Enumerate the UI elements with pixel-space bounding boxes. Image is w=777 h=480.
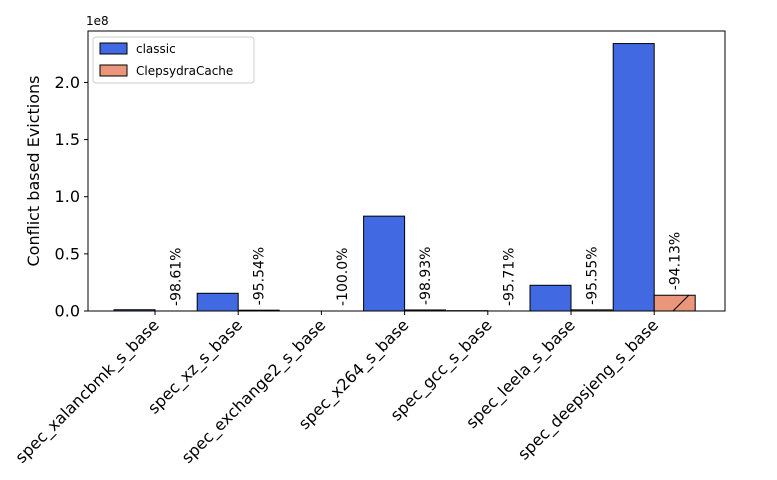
bar-classic-spec-xz-s-base bbox=[196, 292, 239, 312]
y-tick-label-1: 0.5 bbox=[55, 244, 80, 263]
legend-frame bbox=[92, 36, 255, 84]
y-tick-label-3: 1.5 bbox=[55, 130, 80, 149]
plot-frame bbox=[87, 30, 726, 312]
bars-group bbox=[113, 43, 696, 312]
annotations-group: -98.61% -95.54% -100.0% -98.93% -95.71% -95.5… bbox=[169, 232, 684, 306]
y-axis: 0.0 0.5 1.0 1.5 2.0 bbox=[55, 73, 88, 321]
x-tick-label-spec-exchange2-s-base: spec_exchange2_s_base bbox=[178, 315, 330, 467]
annotation-spec-xz-s-base: -95.54% bbox=[252, 247, 268, 305]
legend-label-classic: classic bbox=[136, 42, 176, 56]
y-tick-label-0: 0.0 bbox=[55, 302, 80, 321]
annotation-spec-xalancbmk-s-base: -98.61% bbox=[169, 248, 185, 306]
legend-label-clepsydracache: ClepsydraCache bbox=[136, 64, 233, 78]
y-axis-label: Conflict based Evictions bbox=[24, 76, 43, 267]
bar-classic-spec-x264-s-base bbox=[363, 215, 406, 312]
x-tick-label-spec-xalancbmk-s-base: spec_xalancbmk_s_base bbox=[11, 315, 163, 467]
y-tick-label-4: 2.0 bbox=[55, 73, 80, 92]
bar-hatch-spec-deepsjeng-s-base bbox=[654, 295, 696, 311]
annotation-spec-gcc-s-base: -95.71% bbox=[501, 248, 517, 306]
x-tick-label-spec-deepsjeng-s-base: spec_deepsjeng_s_base bbox=[514, 315, 663, 464]
legend-swatch-classic bbox=[99, 42, 128, 55]
legend-swatch-clepsydracache bbox=[99, 64, 128, 77]
legend: classic ClepsydraCache bbox=[92, 36, 255, 84]
annotation-spec-deepsjeng-s-base: -94.13% bbox=[668, 232, 684, 290]
bar-classic-spec-deepsjeng-s-base bbox=[612, 43, 655, 312]
annotation-spec-x264-s-base: -98.93% bbox=[418, 247, 434, 305]
x-axis: spec_xalancbmk_s_basespec_xz_s_basespec_… bbox=[11, 311, 663, 468]
bar-classic-spec-leela-s-base bbox=[529, 284, 572, 312]
y-tick-label-2: 1.0 bbox=[55, 187, 80, 206]
annotation-spec-leela-s-base: -95.55% bbox=[585, 246, 601, 304]
y-scale-label: 1e8 bbox=[86, 14, 109, 28]
annotation-spec-exchange2-s-base: -100.0% bbox=[335, 248, 351, 306]
